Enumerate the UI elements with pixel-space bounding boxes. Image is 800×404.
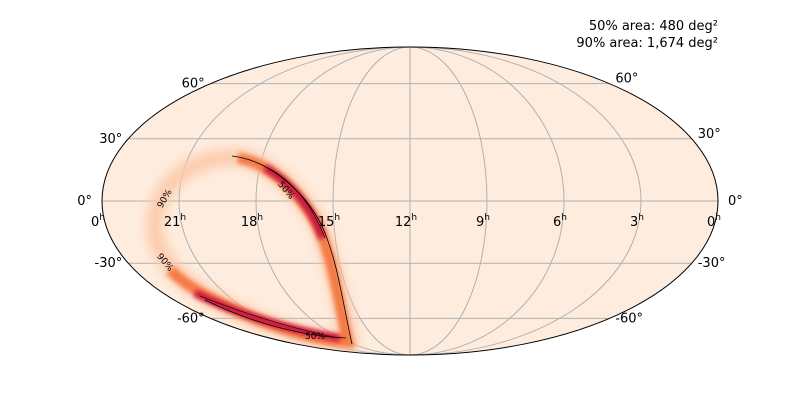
ra-hour: 6	[553, 215, 561, 230]
ra-label: 3h	[630, 213, 644, 230]
ra-label: 9h	[476, 213, 490, 230]
ra-label: 18h	[241, 213, 263, 230]
dec-label: -30°	[95, 256, 123, 271]
ra-grid-line	[409, 47, 488, 355]
ra-hour: 18	[241, 215, 258, 230]
ra-label: 15h	[318, 213, 340, 230]
ra-unit: h	[411, 213, 417, 223]
ra-unit: h	[257, 213, 263, 223]
ra-grid-line	[409, 47, 642, 355]
sky-outline	[101, 46, 719, 356]
ra-unit: h	[561, 213, 567, 223]
ra-hour: 0	[707, 215, 715, 230]
probability-heatmap	[146, 148, 361, 351]
ra-hour: 15	[318, 215, 335, 230]
contour-50	[199, 167, 339, 339]
ra-unit: h	[180, 213, 186, 223]
dec-label: -60°	[177, 311, 205, 326]
area-50: 50% area: 480 deg²	[589, 19, 718, 34]
ra-unit: h	[715, 213, 721, 223]
ra-unit: h	[638, 213, 644, 223]
ra-label: 21h	[164, 213, 186, 230]
dec-label: 30°	[99, 132, 122, 147]
ra-unit: h	[334, 213, 340, 223]
ra-unit: h	[484, 213, 490, 223]
dec-label: 0°	[77, 194, 92, 209]
contour-label: 50%	[305, 332, 325, 342]
dec-label: -30°	[698, 256, 726, 271]
contour-90	[204, 155, 353, 345]
ra-label: 0h	[91, 213, 105, 230]
ra-grid-line	[409, 47, 565, 355]
ra-label: 0h	[707, 213, 721, 230]
ra-unit: h	[99, 213, 105, 223]
ra-hour: 12	[395, 215, 412, 230]
dec-label: 60°	[182, 77, 205, 92]
ra-grid-line	[332, 47, 411, 355]
dec-label: 0°	[728, 194, 743, 209]
ra-label: 12h	[395, 213, 417, 230]
ra-label: 6h	[553, 213, 567, 230]
ra-hour: 9	[476, 215, 484, 230]
dec-label: 30°	[698, 127, 721, 142]
dec-label: 60°	[615, 72, 638, 87]
area-90: 90% area: 1,674 deg²	[576, 36, 718, 51]
ra-hour: 3	[630, 215, 638, 230]
dec-label: -60°	[615, 311, 643, 326]
ra-hour: 0	[91, 215, 99, 230]
ra-hour: 21	[164, 215, 181, 230]
graticule	[102, 47, 718, 355]
